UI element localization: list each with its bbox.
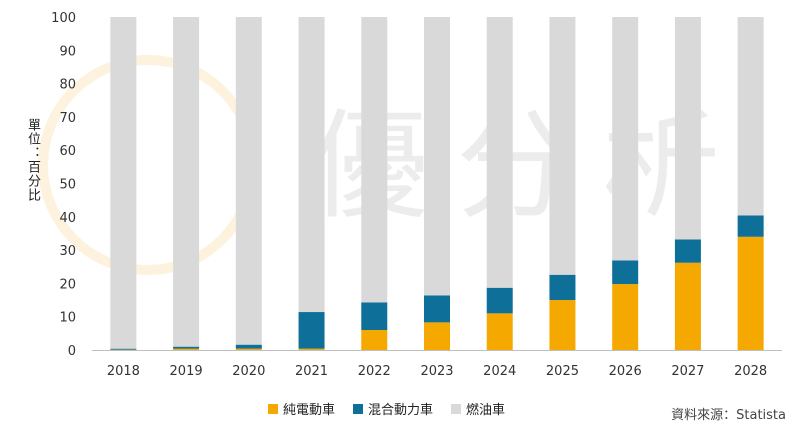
bar-segment-fuel-2020 <box>235 17 262 345</box>
bar-segment-fuel-2018 <box>110 17 137 349</box>
y-tick-label: 0 <box>68 344 76 359</box>
legend-item-fuel: 燃油車 <box>451 399 505 418</box>
x-tick-label: 2018 <box>107 364 140 379</box>
bar-segment-fuel-2023 <box>424 17 450 296</box>
bar-segment-fuel-2021 <box>298 17 325 313</box>
y-tick-label: 60 <box>59 144 76 159</box>
legend-swatch-ev <box>268 403 278 414</box>
x-tick-label: 2019 <box>170 364 203 379</box>
bar-segment-ev-2020 <box>235 348 262 350</box>
bar-segment-fuel-2026 <box>612 17 639 261</box>
bar-segment-ev-2022 <box>361 330 388 350</box>
bar-segment-hybrid-2024 <box>486 287 513 314</box>
bar-segment-ev-2025 <box>549 300 576 350</box>
y-tick-label: 20 <box>59 277 76 292</box>
y-tick-label: 80 <box>59 78 76 93</box>
bar-segment-hybrid-2028 <box>737 215 764 237</box>
legend-label-hybrid: 混合動力車 <box>368 403 434 418</box>
bar-segment-fuel-2022 <box>361 17 388 303</box>
bar-segment-hybrid-2020 <box>235 344 262 349</box>
x-tick-label: 2027 <box>671 364 704 379</box>
x-tick-label: 2021 <box>295 364 328 379</box>
bar-segment-ev-2024 <box>486 313 513 350</box>
bar-segment-fuel-2019 <box>173 17 200 347</box>
bar-segment-hybrid-2019 <box>173 346 200 349</box>
legend-item-hybrid: 混合動力車 <box>353 399 433 418</box>
bar-segment-hybrid-2018 <box>110 348 137 350</box>
legend-swatch-hybrid <box>353 403 364 414</box>
bar-segment-hybrid-2022 <box>361 302 388 331</box>
bar-segment-ev-2028 <box>737 236 764 350</box>
y-tick-label: 100 <box>51 11 76 26</box>
y-tick-label: 90 <box>59 44 76 59</box>
y-axis-label: 單位：百分比 <box>25 118 40 202</box>
bar-segment-hybrid-2023 <box>424 295 450 323</box>
bar-segment-hybrid-2025 <box>549 274 576 301</box>
legend: 純電動車 混合動力車 燃油車 <box>268 399 505 418</box>
x-tick-label: 2020 <box>232 364 265 379</box>
bar-segment-hybrid-2026 <box>612 260 639 285</box>
y-tick-label: 70 <box>59 111 76 126</box>
legend-swatch-fuel <box>451 403 462 414</box>
source-note: 資料來源：Statista <box>671 408 786 423</box>
legend-item-ev: 純電動車 <box>268 399 335 418</box>
y-tick-label: 40 <box>59 211 76 226</box>
x-tick-label: 2026 <box>609 364 642 379</box>
bar-segment-ev-2026 <box>612 284 639 350</box>
legend-label-ev: 純電動車 <box>283 403 336 418</box>
bar-segment-hybrid-2027 <box>674 239 701 263</box>
bar-segment-fuel-2027 <box>674 17 701 240</box>
x-tick-label: 2022 <box>358 364 391 379</box>
bar-segment-ev-2027 <box>674 262 701 350</box>
x-tick-label: 2024 <box>483 364 516 379</box>
x-tick-label: 2023 <box>420 364 453 379</box>
y-tick-label: 30 <box>59 244 76 259</box>
bar-segment-ev-2023 <box>424 322 450 350</box>
x-tick-label: 2028 <box>734 364 767 379</box>
bar-segment-fuel-2025 <box>549 17 576 275</box>
bar-segment-fuel-2024 <box>486 17 513 288</box>
y-tick-label: 10 <box>59 311 76 326</box>
legend-label-fuel: 燃油車 <box>466 403 506 418</box>
bar-segment-ev-2019 <box>173 348 200 350</box>
bar-segment-ev-2021 <box>298 348 325 350</box>
bar-segment-fuel-2028 <box>737 17 764 216</box>
x-tick-label: 2025 <box>546 364 579 379</box>
y-tick-label: 50 <box>59 178 76 193</box>
bar-segment-hybrid-2021 <box>298 312 325 349</box>
